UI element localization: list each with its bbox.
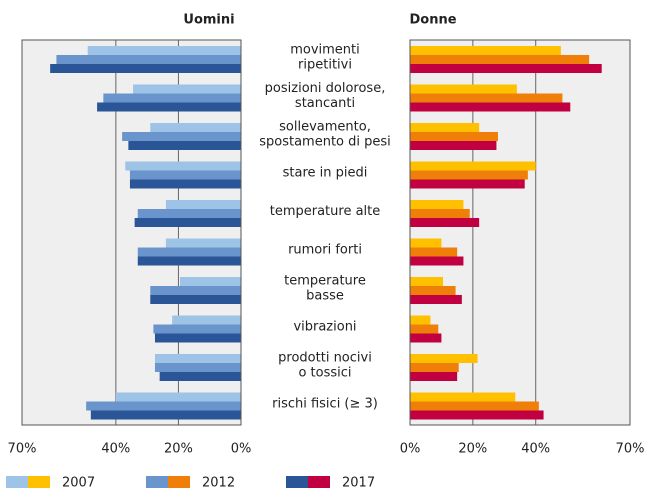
bar <box>410 102 571 112</box>
bar <box>410 46 561 55</box>
legend-label: 2007 <box>62 476 95 491</box>
bar <box>179 277 241 286</box>
panel-title: Donne <box>409 13 456 28</box>
category-label: sollevamento, <box>279 119 371 134</box>
category-label: vibrazioni <box>293 319 356 334</box>
bar <box>56 55 241 64</box>
bar <box>50 64 242 73</box>
legend-swatch <box>286 476 308 488</box>
x-tick-label: 0% <box>231 442 252 457</box>
bar <box>129 179 241 189</box>
x-tick-label: 70% <box>616 442 645 457</box>
legend-swatch <box>168 476 190 488</box>
bar <box>87 46 241 55</box>
bar <box>150 123 241 132</box>
bar <box>410 315 431 325</box>
bar <box>410 256 464 266</box>
bar <box>410 286 456 295</box>
bar <box>122 132 241 141</box>
bar <box>410 295 462 304</box>
bar <box>115 392 241 402</box>
x-tick-label: 70% <box>8 442 37 457</box>
legend-swatch <box>6 476 28 488</box>
category-label: movimenti <box>290 42 360 57</box>
x-tick-label: 20% <box>164 442 193 457</box>
bar <box>150 295 241 304</box>
bar <box>410 93 563 103</box>
bar <box>410 209 470 218</box>
bar <box>137 247 241 257</box>
bar <box>86 401 241 411</box>
bar <box>410 55 590 64</box>
category-label: basse <box>306 288 344 303</box>
category-label: rumori forti <box>288 242 362 257</box>
bar <box>129 170 241 180</box>
category-label: prodotti nocivi <box>278 350 372 365</box>
bar <box>410 277 443 286</box>
category-label: stare in piedi <box>283 165 368 180</box>
bar <box>134 218 241 227</box>
bar <box>410 123 480 132</box>
bar <box>410 161 536 171</box>
legend-swatch <box>28 476 50 488</box>
category-label: temperature <box>284 273 366 288</box>
bar <box>410 247 458 257</box>
category-label: rischi fisici (≥ 3) <box>272 396 378 411</box>
bar <box>410 64 602 73</box>
bar <box>103 93 241 103</box>
category-label: ripetitivi <box>298 57 352 72</box>
bar <box>128 141 241 150</box>
bar <box>410 141 497 150</box>
bar <box>137 209 241 218</box>
category-label: stancanti <box>295 96 355 111</box>
bar <box>410 218 480 227</box>
bar <box>154 363 241 372</box>
legend-swatch <box>308 476 330 488</box>
bar <box>97 102 241 112</box>
legend-swatch <box>146 476 168 488</box>
bar <box>410 392 516 402</box>
bar <box>159 372 241 381</box>
bar <box>153 324 241 334</box>
bar <box>410 179 525 189</box>
bar <box>165 200 241 209</box>
bar <box>410 363 459 372</box>
bar <box>133 84 241 94</box>
category-label: o tossici <box>298 365 351 380</box>
bar <box>125 161 241 171</box>
x-tick-label: 20% <box>458 442 487 457</box>
bar <box>410 372 458 381</box>
plot-border <box>21 39 242 426</box>
x-tick-label: 40% <box>101 442 130 457</box>
plot-border <box>409 39 631 426</box>
legend-label: 2017 <box>342 476 375 491</box>
bar <box>154 333 241 343</box>
bar <box>165 238 241 248</box>
category-label: spostamento di pesi <box>259 134 391 149</box>
bar <box>410 324 439 334</box>
x-tick-label: 40% <box>521 442 550 457</box>
bar <box>410 200 464 209</box>
bar <box>137 256 241 266</box>
bar <box>410 170 528 180</box>
bar <box>172 315 241 325</box>
bar <box>154 354 241 363</box>
bar <box>410 333 442 343</box>
bar <box>410 410 544 420</box>
bar <box>410 354 478 363</box>
bar <box>410 84 517 94</box>
bar <box>410 238 442 248</box>
category-label: posizioni dolorose, <box>265 81 386 96</box>
panel-title: Uomini <box>183 13 234 28</box>
bar <box>90 410 241 420</box>
legend-label: 2012 <box>202 476 235 491</box>
bar <box>150 286 241 295</box>
x-tick-label: 0% <box>400 442 421 457</box>
bar <box>410 401 539 411</box>
category-label: temperature alte <box>270 204 381 219</box>
bar <box>410 132 498 141</box>
